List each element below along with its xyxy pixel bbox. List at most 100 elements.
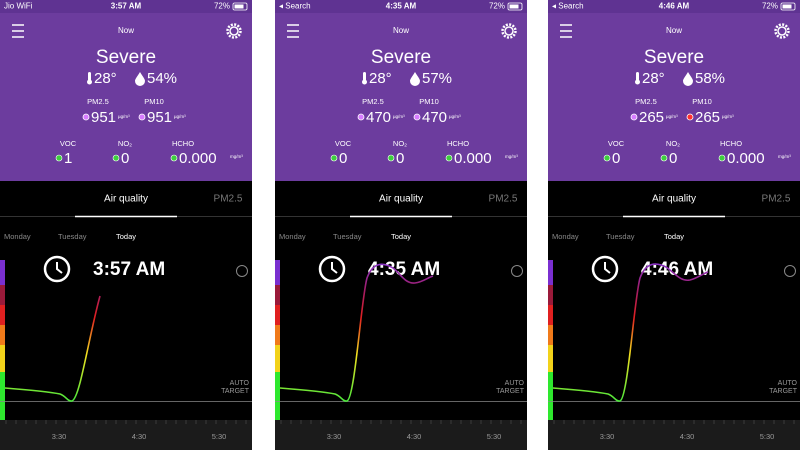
target-label: TARGET — [769, 388, 798, 395]
help-button[interactable] — [784, 265, 796, 277]
time-tick-label: 5:30 — [212, 432, 227, 441]
pm25-dot — [82, 113, 90, 121]
pm10-label: PM10 — [692, 97, 712, 106]
pm10-value: 265 — [695, 109, 720, 126]
no2-value: 0 — [396, 150, 404, 167]
level-scale — [275, 372, 280, 420]
pm25-label: PM2.5 — [87, 97, 109, 106]
hcho-dot — [718, 154, 726, 162]
header-background — [0, 0, 252, 181]
hcho-label: HCHO — [172, 139, 194, 148]
level-scale — [0, 345, 5, 372]
no2-label: NO₂ — [118, 139, 132, 148]
day-label[interactable]: Tuesday — [606, 232, 635, 241]
tab-pm25[interactable]: PM2.5 — [214, 194, 243, 205]
hcho-unit: mg/m³ — [230, 154, 243, 159]
hcho-label: HCHO — [720, 139, 742, 148]
pm25-label: PM2.5 — [635, 97, 657, 106]
status-carrier: ◂ Search — [552, 2, 584, 11]
no2-dot — [387, 154, 395, 162]
battery-level — [234, 4, 244, 9]
voc-value: 0 — [339, 150, 347, 167]
time-tick-label: 3:30 — [52, 432, 67, 441]
thermometer-icon — [363, 72, 366, 81]
hcho-value: 0.000 — [454, 150, 492, 167]
voc-label: VOC — [608, 139, 625, 148]
tab-pm25[interactable]: PM2.5 — [489, 194, 518, 205]
menu-button[interactable] — [560, 24, 572, 38]
no2-value: 0 — [669, 150, 677, 167]
time-tick-label: 5:30 — [760, 432, 775, 441]
time-tick-label: 5:30 — [487, 432, 502, 441]
thermometer-bulb — [635, 79, 640, 85]
level-scale — [275, 285, 280, 305]
status-battery: 72% — [762, 2, 778, 11]
air-level: Severe — [96, 47, 156, 68]
pm25-value: 265 — [639, 109, 664, 126]
no2-label: NO₂ — [666, 139, 680, 148]
header-title: Now — [393, 26, 409, 35]
no2-dot — [112, 154, 120, 162]
day-label[interactable]: Tuesday — [333, 232, 362, 241]
day-label[interactable]: Monday — [552, 232, 579, 241]
level-scale — [548, 260, 553, 285]
day-label[interactable]: Today — [391, 232, 411, 241]
voc-dot — [330, 154, 338, 162]
gear-teeth — [774, 23, 790, 39]
tab-air-quality[interactable]: Air quality — [104, 194, 148, 205]
settings-button[interactable] — [226, 23, 242, 39]
level-scale — [0, 305, 5, 325]
battery-level — [782, 4, 792, 9]
menu-button[interactable] — [12, 24, 24, 38]
voc-dot — [55, 154, 63, 162]
day-label[interactable]: Tuesday — [58, 232, 87, 241]
pm10-value: 470 — [422, 109, 447, 126]
status-time: 4:35 AM — [386, 2, 417, 11]
thermometer-icon — [88, 72, 91, 81]
tab-pm25[interactable]: PM2.5 — [762, 194, 791, 205]
level-scale — [275, 305, 280, 325]
day-label[interactable]: Today — [116, 232, 136, 241]
pm10-unit: µg/m³ — [722, 114, 734, 119]
time-axis — [0, 420, 252, 450]
air-level: Severe — [371, 47, 431, 68]
tab-air-quality[interactable]: Air quality — [379, 194, 423, 205]
level-scale — [275, 345, 280, 372]
day-label[interactable]: Today — [664, 232, 684, 241]
header-title: Now — [666, 26, 682, 35]
content-background — [548, 181, 800, 450]
pm25-unit: µg/m³ — [393, 114, 405, 119]
menu-button[interactable] — [287, 24, 299, 38]
help-button[interactable] — [236, 265, 248, 277]
current-time: 3:57 AM — [93, 259, 165, 280]
tab-air-quality[interactable]: Air quality — [652, 194, 696, 205]
hcho-unit: mg/m³ — [505, 154, 518, 159]
gear-body — [229, 26, 239, 36]
air-quality-curve — [552, 263, 709, 402]
clock-hands — [331, 262, 338, 274]
level-scale — [0, 260, 5, 285]
settings-button[interactable] — [774, 23, 790, 39]
pm10-unit: µg/m³ — [174, 114, 186, 119]
thermometer-icon — [636, 72, 639, 81]
status-bar — [275, 0, 527, 13]
level-scale — [548, 325, 553, 345]
settings-button[interactable] — [501, 23, 517, 39]
humidity: 58% — [695, 70, 725, 87]
air-quality-curve — [4, 295, 101, 402]
header-background — [548, 0, 800, 181]
gear-body — [777, 26, 787, 36]
pm25-dot — [630, 113, 638, 121]
pm10-unit: µg/m³ — [449, 114, 461, 119]
day-label[interactable]: Monday — [279, 232, 306, 241]
status-bar — [0, 0, 252, 13]
status-carrier: ◂ Search — [279, 2, 311, 11]
help-button[interactable] — [511, 265, 523, 277]
pm10-dot — [138, 113, 146, 121]
battery-icon — [780, 2, 796, 11]
pm10-label: PM10 — [419, 97, 439, 106]
day-label[interactable]: Monday — [4, 232, 31, 241]
target-label: AUTO — [778, 380, 798, 387]
level-scale — [548, 285, 553, 305]
time-tick-label: 4:30 — [680, 432, 695, 441]
